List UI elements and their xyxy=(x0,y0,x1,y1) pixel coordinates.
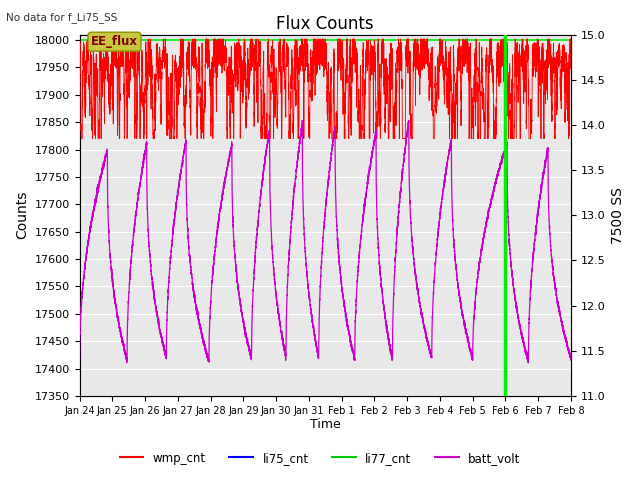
Text: EE_flux: EE_flux xyxy=(91,35,138,48)
X-axis label: Time: Time xyxy=(310,419,340,432)
Title: Flux Counts: Flux Counts xyxy=(276,15,374,33)
Y-axis label: 7500 SS: 7500 SS xyxy=(611,187,625,244)
Text: No data for f_Li75_SS: No data for f_Li75_SS xyxy=(6,12,118,23)
Y-axis label: Counts: Counts xyxy=(15,191,29,240)
Legend: wmp_cnt, li75_cnt, li77_cnt, batt_volt: wmp_cnt, li75_cnt, li77_cnt, batt_volt xyxy=(115,447,525,469)
